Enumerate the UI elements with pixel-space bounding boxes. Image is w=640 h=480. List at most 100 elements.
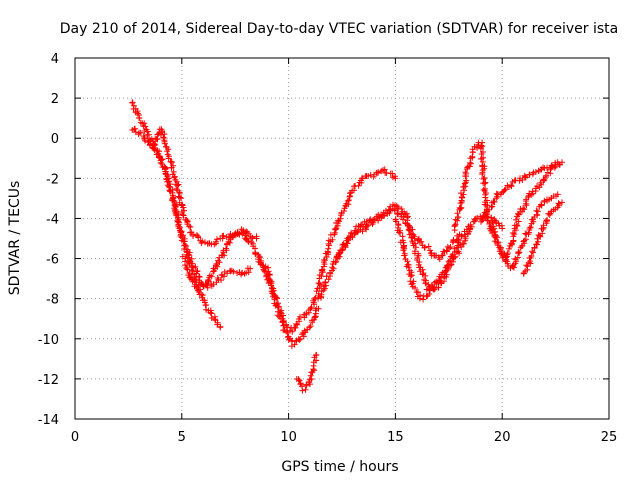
data-point-track-e [383, 169, 390, 176]
data-point-track-g [439, 252, 446, 259]
data-point-track-a [217, 323, 224, 330]
data-point-track-d [226, 239, 233, 246]
data-point-track-c [253, 235, 260, 242]
data-point-track-c [180, 211, 186, 218]
data-point-track-m [539, 230, 546, 237]
data-point-track-g [359, 228, 366, 235]
data-point-track-b [192, 263, 199, 270]
data-point-track-i [402, 256, 409, 263]
data-point-track-b [204, 284, 211, 291]
data-point-track-h [348, 229, 355, 236]
y-tick-label: -2 [46, 172, 59, 187]
data-point-track-e [313, 288, 320, 295]
data-point-track-j [451, 222, 458, 229]
data-point-track-i [405, 264, 412, 271]
data-point-track-b [165, 175, 172, 182]
data-point-track-f [302, 386, 309, 393]
data-point-track-b [157, 159, 164, 166]
data-point-track-a [142, 123, 149, 130]
data-point-track-b [163, 171, 170, 178]
data-point-track-h [357, 221, 364, 228]
data-point-track-k [501, 187, 508, 194]
data-point-track-b [193, 270, 200, 277]
data-point-track-j [513, 222, 520, 229]
data-point-track-b [230, 268, 237, 275]
data-point-track-j [458, 204, 465, 211]
data-point-track-d [204, 277, 211, 284]
y-axis-label: SDTVAR / TECUs [7, 181, 23, 296]
data-point-track-i [451, 249, 458, 255]
data-point-track-k [512, 177, 519, 184]
data-point-track-j [457, 200, 464, 207]
data-point-track-b [183, 243, 189, 249]
data-point-track-e [263, 272, 270, 279]
data-point-track-j [457, 205, 464, 212]
data-point-track-e [283, 321, 289, 328]
data-point-track-k [483, 211, 490, 218]
data-point-track-c [164, 151, 171, 158]
x-tick-label: 10 [280, 430, 297, 445]
data-point-track-h [351, 227, 358, 234]
data-point-track-j [477, 145, 484, 152]
data-point-track-l [489, 219, 496, 226]
data-point-track-e [375, 169, 382, 176]
data-point-track-d [240, 227, 247, 234]
x-tick-label: 15 [387, 430, 404, 445]
data-point-track-e [312, 294, 319, 301]
data-point-track-e [261, 267, 268, 274]
data-point-track-g [446, 245, 453, 252]
data-point-track-j [521, 206, 528, 213]
data-point-track-i [407, 273, 414, 280]
data-point-track-c [165, 155, 172, 162]
data-point-track-j [506, 245, 512, 252]
data-point-track-m [530, 249, 537, 256]
data-point-track-l [534, 208, 541, 215]
data-point-track-i [420, 296, 427, 303]
data-point-track-j [515, 211, 522, 218]
data-point-track-d [306, 324, 313, 331]
data-point-track-e [255, 256, 262, 263]
data-point-track-e [280, 318, 287, 325]
x-tick-label: 25 [601, 430, 618, 445]
data-point-track-j [543, 172, 550, 179]
data-point-track-i [416, 295, 423, 302]
data-point-track-h [419, 271, 426, 278]
data-point-track-h [351, 231, 358, 237]
data-point-track-a [137, 119, 144, 126]
data-point-track-i [446, 257, 453, 264]
data-point-track-c [161, 140, 168, 147]
data-point-track-b [131, 126, 138, 132]
data-point-track-d [193, 281, 200, 288]
data-point-track-c [186, 223, 193, 230]
data-point-track-h [341, 243, 348, 250]
data-point-track-c [161, 131, 168, 138]
data-point-track-l [538, 202, 545, 209]
data-point-track-d [296, 336, 303, 343]
data-point-track-b [245, 269, 252, 276]
data-point-track-d [242, 232, 249, 239]
data-point-track-c [202, 239, 208, 246]
data-point-track-j [523, 202, 530, 209]
data-point-track-m [531, 245, 538, 252]
data-point-track-d [315, 305, 322, 312]
data-point-track-e [273, 294, 280, 301]
data-point-track-d [221, 252, 228, 259]
data-point-track-d [229, 234, 236, 241]
data-point-track-d [214, 263, 221, 270]
data-point-track-c [180, 204, 187, 211]
y-tick-label: 0 [51, 132, 59, 147]
data-point-track-b [176, 225, 183, 232]
data-point-track-j [485, 217, 492, 224]
data-point-track-m [535, 232, 542, 238]
data-point-track-e [392, 175, 399, 182]
data-point-track-h [422, 272, 429, 279]
data-point-track-d [285, 336, 292, 343]
data-point-track-m [534, 241, 540, 248]
data-point-track-g [436, 256, 443, 263]
data-point-track-g [443, 248, 450, 255]
data-point-track-j [525, 194, 532, 200]
data-point-track-b [174, 218, 181, 225]
data-point-track-i [426, 287, 433, 294]
data-point-track-g [427, 247, 434, 254]
data-point-track-e [331, 226, 338, 233]
